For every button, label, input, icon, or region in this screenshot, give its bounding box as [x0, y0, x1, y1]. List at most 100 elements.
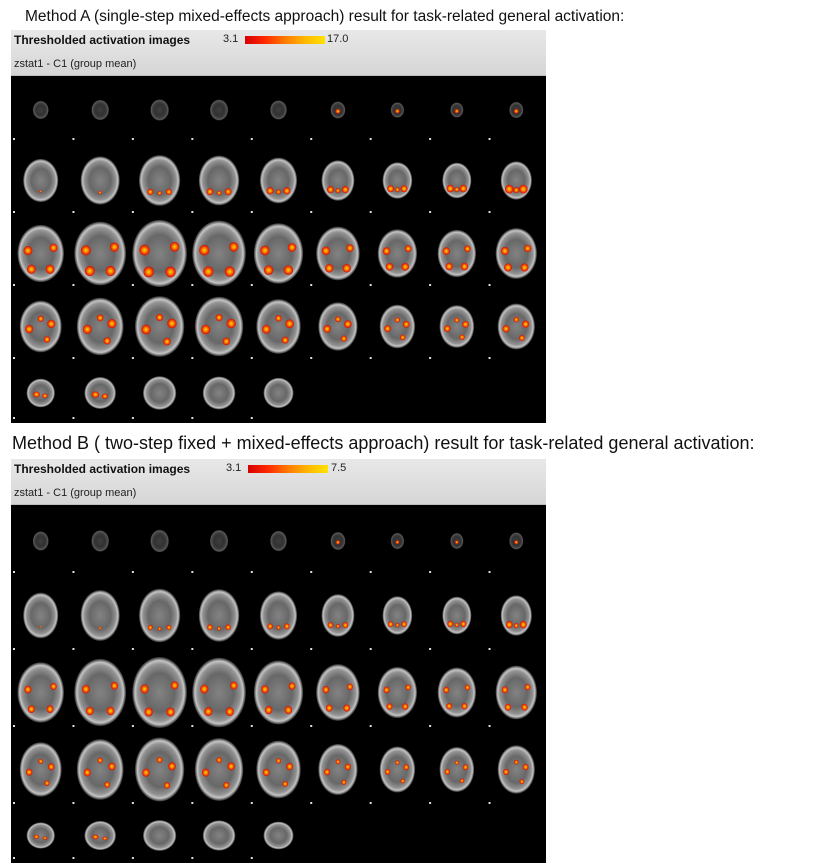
- brain-slice: [131, 529, 169, 573]
- brain-slice: [13, 531, 49, 573]
- brain-slice: [72, 530, 110, 573]
- brain-slice: [131, 588, 181, 650]
- brain-slice: [250, 740, 301, 804]
- brain-slice: [13, 224, 65, 286]
- brain-slice: [369, 229, 418, 286]
- brain-slice: [429, 305, 475, 359]
- brain-slice: [72, 221, 127, 286]
- brain-slice: [369, 162, 413, 213]
- method-b-colorbar: [248, 465, 328, 473]
- method-b-scale-max: 7.5: [331, 462, 347, 474]
- brain-slice: [191, 376, 236, 419]
- method-a-panel-header: Thresholded activation images 3.1 17.0 z…: [11, 30, 546, 76]
- brain-slice: [131, 820, 177, 859]
- brain-slice: [488, 745, 535, 804]
- brain-slice: [131, 737, 185, 804]
- brain-slice: [13, 822, 55, 859]
- brain-slice: [429, 533, 464, 573]
- brain-slice: [13, 662, 65, 727]
- brain-slice: [72, 820, 116, 859]
- brain-slice: [488, 595, 532, 650]
- brain-slice: [191, 738, 244, 804]
- brain-slice: [191, 99, 229, 140]
- brain-slice: [13, 158, 59, 213]
- brain-slice: [429, 162, 472, 213]
- brain-slice: [369, 746, 416, 804]
- brain-slice: [250, 591, 298, 650]
- brain-slice: [191, 589, 240, 650]
- brain-slice: [191, 155, 240, 213]
- brain-slice: [250, 100, 287, 140]
- method-b-panel-title: Thresholded activation images: [14, 462, 191, 476]
- method-b-caption: Method B ( two-step fixed + mixed-effect…: [12, 433, 755, 453]
- brain-slice: [310, 531, 346, 573]
- brain-slice: [131, 99, 169, 140]
- b-slices-svg: [13, 529, 537, 859]
- method-b-stat-label: zstat1 - C1 (group mean): [14, 487, 137, 499]
- brain-slice: [250, 223, 304, 286]
- method-a-colorbar: [245, 36, 325, 44]
- method-a-scale-min: 3.1: [223, 33, 239, 45]
- brain-slice: [72, 99, 110, 140]
- method-a-scale-max: 17.0: [327, 33, 349, 45]
- brain-slice: [131, 296, 185, 359]
- brain-slice: [369, 532, 405, 573]
- brain-slice: [191, 657, 246, 728]
- brain-slice: [191, 529, 229, 573]
- brain-slice: [488, 161, 532, 213]
- brain-slice: [13, 378, 55, 419]
- brain-slice: [369, 304, 416, 359]
- brain-slice: [369, 666, 418, 727]
- brain-slice: [429, 667, 477, 727]
- brain-slice: [13, 742, 62, 804]
- brain-slice: [310, 226, 360, 286]
- method-b-scale-min: 3.1: [226, 462, 242, 474]
- brain-slice: [191, 220, 246, 287]
- brain-slice: [250, 530, 287, 573]
- brain-slice: [310, 743, 358, 804]
- brain-slice: [429, 746, 475, 804]
- method-a-stat-label: zstat1 - C1 (group mean): [14, 58, 137, 70]
- method-a-brain-slice-grid: [11, 76, 546, 423]
- brain-slice: [310, 594, 355, 650]
- brain-slice: [13, 592, 59, 650]
- brain-slice: [310, 664, 360, 727]
- brain-slice: [131, 376, 177, 419]
- brain-slice: [72, 156, 120, 213]
- brain-slice: [488, 532, 524, 573]
- brain-slice: [429, 102, 464, 140]
- brain-slice: [429, 596, 472, 650]
- a-slices-svg: [13, 99, 537, 419]
- brain-slice: [131, 219, 187, 288]
- brain-slice: [369, 102, 405, 140]
- brain-slice: [131, 155, 181, 213]
- brain-slice: [72, 658, 127, 727]
- brain-slice: [488, 228, 537, 286]
- brain-slice: [72, 590, 120, 650]
- brain-slice: [250, 660, 304, 727]
- brain-slice: [13, 300, 62, 359]
- brain-slice: [250, 157, 298, 213]
- brain-slice: [191, 820, 236, 859]
- brain-slice: [72, 297, 124, 359]
- brain-slice: [250, 821, 294, 859]
- brain-slice: [310, 302, 358, 359]
- brain-slice: [488, 101, 524, 140]
- brain-slice: [72, 739, 124, 804]
- brain-slice: [250, 377, 294, 419]
- brain-slice: [369, 596, 413, 650]
- brain-slice: [488, 665, 537, 727]
- brain-slice: [250, 299, 301, 359]
- method-a-panel-title: Thresholded activation images: [14, 33, 191, 47]
- method-b-panel-header: Thresholded activation images 3.1 7.5 zs…: [11, 459, 546, 505]
- method-a-caption: Method A (single-step mixed-effects appr…: [25, 8, 625, 25]
- brain-slice: [310, 160, 355, 213]
- brain-slice: [310, 101, 346, 140]
- method-b-activation-panel: Thresholded activation images 3.1 7.5 zs…: [11, 459, 546, 863]
- brain-slice: [191, 296, 244, 359]
- method-b-brain-slice-grid: [11, 505, 546, 863]
- brain-slice: [429, 229, 477, 286]
- brain-slice: [13, 100, 49, 140]
- brain-slice: [488, 303, 535, 359]
- method-a-activation-panel: Thresholded activation images 3.1 17.0 z…: [11, 30, 546, 423]
